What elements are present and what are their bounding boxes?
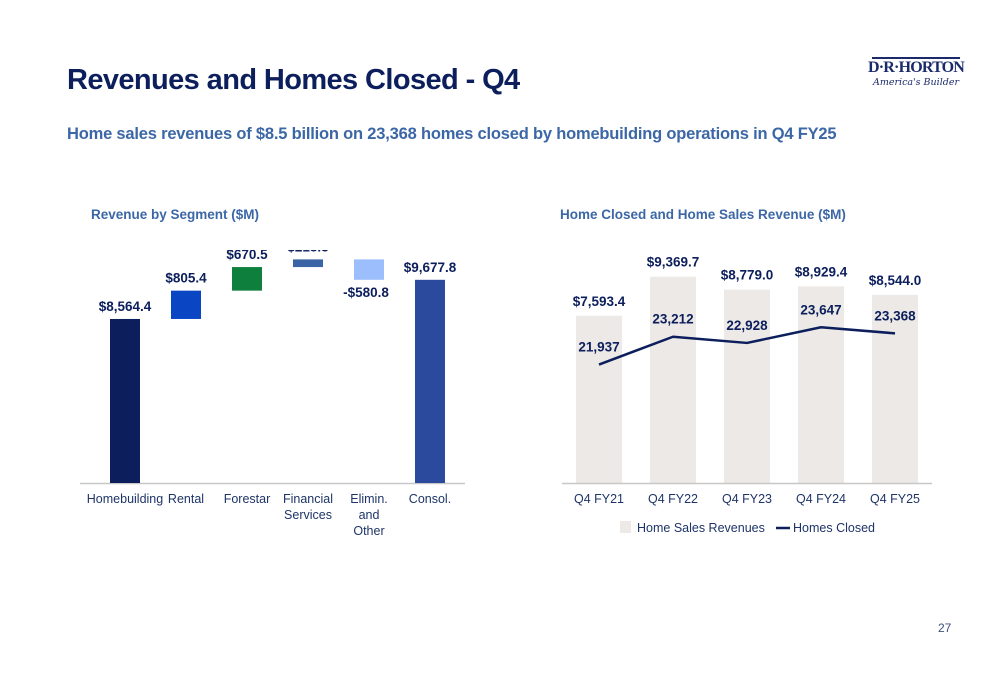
homes-closed-label: 23,647 bbox=[800, 302, 841, 317]
logo-rule bbox=[872, 57, 960, 59]
data-label: -$580.8 bbox=[343, 285, 389, 300]
x-tick-label: Elimin. bbox=[350, 492, 388, 506]
revenue-bar bbox=[872, 294, 918, 483]
data-label: $218.3 bbox=[287, 250, 329, 254]
x-tick-label: Q4 FY24 bbox=[796, 492, 846, 506]
homes-closed-revenue-chart: $7,593.4 Q4 FY21 $9,369.7 Q4 FY22 $8,779.0 Q4… bbox=[562, 255, 932, 535]
revenue-label: $8,779.0 bbox=[721, 268, 774, 283]
logo-wordmark: D·R·HORTON bbox=[868, 59, 965, 76]
page-subtitle: Home sales revenues of $8.5 billion on 2… bbox=[67, 125, 837, 143]
data-label: $670.5 bbox=[226, 250, 268, 262]
revenue-bar bbox=[798, 286, 844, 483]
revenue-label: $9,369.7 bbox=[647, 255, 700, 270]
data-label: $805.4 bbox=[165, 271, 207, 286]
company-logo: D·R·HORTON America's Builder bbox=[868, 55, 965, 95]
waterfall-bar bbox=[171, 290, 201, 319]
page-number: 27 bbox=[938, 621, 952, 635]
x-tick-label: Financial bbox=[283, 492, 333, 506]
x-tick-label: Rental bbox=[168, 492, 204, 506]
data-label: $8,564.4 bbox=[99, 299, 152, 314]
homes-closed-label: 21,937 bbox=[578, 340, 619, 355]
chart-legend: Home Sales Revenues Homes Closed bbox=[620, 521, 875, 535]
x-tick-label: Q4 FY22 bbox=[648, 492, 698, 506]
x-tick-label: Forestar bbox=[224, 492, 271, 506]
x-tick-label: Homebuilding bbox=[87, 492, 163, 506]
homes-closed-label: 23,212 bbox=[652, 312, 693, 327]
revenue-bar bbox=[724, 289, 770, 483]
revenue-by-segment-chart: $8,564.4 Homebuilding $805.4 Rental $670.5 Fo… bbox=[80, 250, 465, 538]
revenue-bar bbox=[650, 276, 696, 483]
waterfall-bar bbox=[232, 267, 262, 291]
waterfall-bar bbox=[110, 318, 140, 483]
x-tick-label: Services bbox=[284, 508, 332, 522]
data-label: $9,677.8 bbox=[404, 260, 457, 275]
x-tick-label: and bbox=[359, 508, 380, 522]
waterfall-bar bbox=[415, 279, 445, 483]
homes-chart-title: Home Closed and Home Sales Revenue ($M) bbox=[560, 207, 846, 222]
legend-label-revenue: Home Sales Revenues bbox=[637, 521, 765, 535]
x-tick-label: Q4 FY25 bbox=[870, 492, 920, 506]
legend-swatch-revenue bbox=[620, 521, 631, 533]
x-tick-label: Q4 FY23 bbox=[722, 492, 772, 506]
page-title: Revenues and Homes Closed - Q4 bbox=[67, 64, 520, 96]
revenue-label: $8,544.0 bbox=[869, 273, 922, 288]
revenue-label: $7,593.4 bbox=[573, 294, 626, 309]
segment-chart-title: Revenue by Segment ($M) bbox=[91, 207, 260, 222]
homes-closed-label: 22,928 bbox=[726, 318, 768, 333]
logo-tagline: America's Builder bbox=[873, 77, 959, 88]
revenue-bar bbox=[576, 315, 622, 483]
x-tick-label: Other bbox=[353, 524, 384, 538]
waterfall-bar bbox=[354, 259, 384, 280]
waterfall-bar bbox=[293, 259, 323, 268]
revenue-label: $8,929.4 bbox=[795, 264, 848, 279]
x-tick-label: Q4 FY21 bbox=[574, 492, 624, 506]
homes-closed-label: 23,368 bbox=[874, 308, 916, 323]
x-tick-label: Consol. bbox=[409, 492, 451, 506]
legend-label-homes: Homes Closed bbox=[793, 521, 875, 535]
